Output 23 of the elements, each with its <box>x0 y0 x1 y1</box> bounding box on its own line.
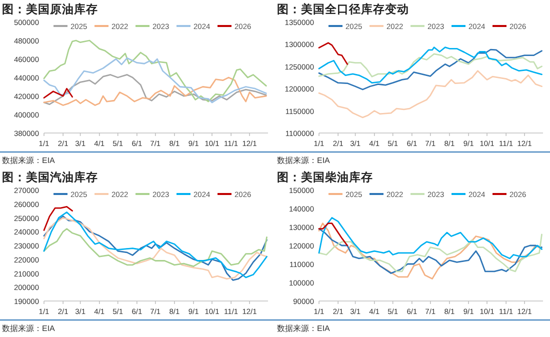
line-series <box>43 206 74 231</box>
line-series <box>318 217 542 260</box>
line-series <box>318 70 542 118</box>
line-series <box>43 40 267 102</box>
line-series <box>318 46 542 84</box>
chart-title: 图：美国原油库存 <box>2 2 98 16</box>
source-note: 数据来源：EIA <box>2 324 56 333</box>
line-series <box>318 228 542 274</box>
chart-title: 图：美国汽油库存 <box>2 170 98 184</box>
line-series <box>43 228 268 268</box>
line-series <box>318 53 542 78</box>
line-series <box>43 88 74 99</box>
line-series <box>43 57 267 104</box>
line-series <box>318 42 348 65</box>
chart-title: 图：美国全口径库存变动 <box>277 2 409 16</box>
source-note: 数据来源：EIA <box>277 156 331 165</box>
line-series <box>318 222 542 280</box>
source-note: 数据来源：EIA <box>277 324 331 333</box>
line-series <box>318 48 542 90</box>
line-series <box>318 234 542 272</box>
line-series <box>318 222 348 246</box>
chart-title: 图：美国柴油库存 <box>277 170 373 184</box>
source-note: 数据来源：EIA <box>2 156 56 165</box>
